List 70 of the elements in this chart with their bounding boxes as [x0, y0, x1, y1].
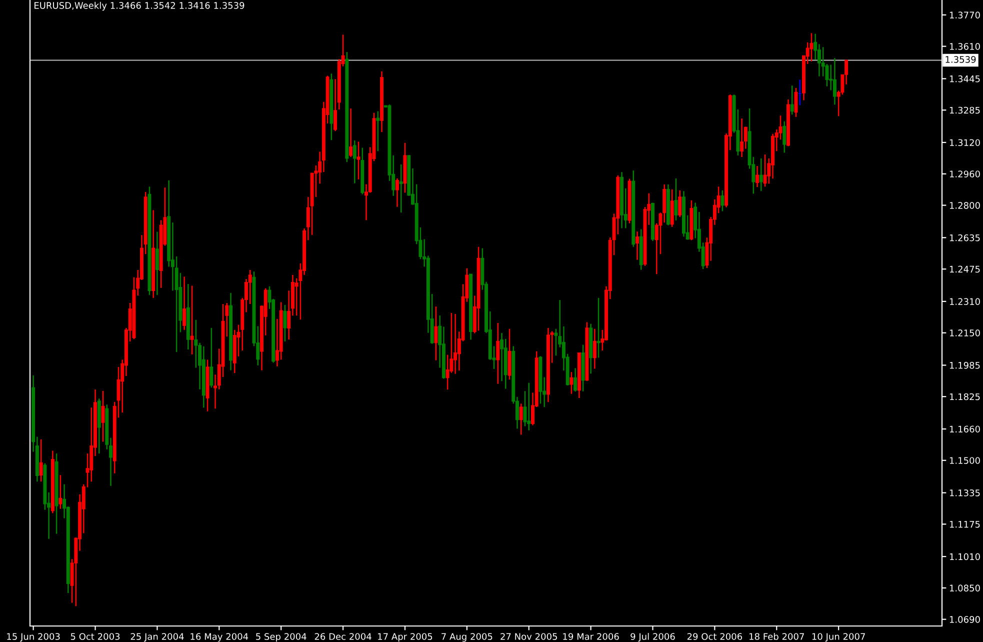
candlestick: [678, 190, 682, 218]
candlestick: [399, 164, 403, 214]
x-tick-label: 27 Nov 2005: [500, 633, 557, 640]
y-tick-label: 1.3120: [950, 139, 980, 146]
candlestick: [210, 327, 214, 388]
candlestick: [759, 158, 763, 192]
y-tick-label: 1.1825: [950, 393, 980, 400]
candlestick: [396, 178, 399, 208]
ref-line-label: 1.3539: [946, 56, 976, 63]
y-tick-label: 1.2150: [950, 330, 980, 336]
x-tick-label: 25 Jan 2004: [130, 633, 184, 642]
candlestick: [39, 438, 43, 482]
candlestick: [454, 313, 458, 374]
y-tick-label: 1.3285: [950, 106, 980, 114]
x-tick-label: 15 Jun 2003: [7, 633, 60, 642]
candlestick: [352, 140, 356, 184]
y-tick-label: 1.0850: [950, 584, 980, 592]
candlestick: [570, 371, 574, 394]
candlestick: [376, 110, 380, 152]
x-tick-label: 7 Aug 2005: [442, 633, 492, 642]
y-tick-label: 1.2475: [950, 266, 980, 273]
candlestick: [58, 474, 62, 510]
candlestick: [574, 368, 578, 392]
x-tick-label: 18 Feb 2007: [750, 632, 804, 640]
y-tick-label: 1.3445: [950, 75, 980, 82]
candlestick: [190, 285, 194, 356]
candlestick: [155, 231, 159, 296]
y-tick-label: 1.2960: [950, 170, 980, 178]
y-tick-label: 1.1010: [950, 553, 980, 560]
candlestick: [782, 120, 786, 154]
candlestick: [434, 306, 438, 361]
candlestick: [596, 297, 600, 358]
y-tick-label: 1.1500: [950, 457, 980, 464]
candlestick: [832, 57, 836, 106]
x-tick-label: 17 Apr 2005: [378, 633, 432, 642]
chart-title: EURUSD,Weekly 1.3466 1.3542 1.3416 1.3539: [34, 2, 244, 11]
x-tick-label: 19 Mar 2006: [563, 633, 619, 640]
x-tick-label: 5 Oct 2003: [70, 633, 120, 640]
x-tick-label: 26 Dec 2004: [314, 633, 372, 640]
y-tick-label: 1.1335: [950, 489, 980, 496]
candlestick: [349, 108, 353, 158]
candlestick: [592, 328, 596, 370]
candlestick: [636, 230, 639, 260]
candlestick: [790, 84, 794, 116]
candlestick: [674, 178, 678, 221]
candlestick: [496, 322, 500, 384]
x-tick-label: 29 Oct 2006: [687, 633, 742, 640]
x-tick-label: 16 May 2004: [190, 633, 248, 642]
candlestick: [356, 141, 360, 180]
y-tick-label: 1.3610: [950, 43, 980, 50]
candlestick: [810, 32, 814, 62]
x-tick-label: 5 Sep 2004: [256, 633, 306, 642]
candlestick: [519, 403, 523, 436]
x-tick-label: 9 Jul 2006: [630, 632, 675, 642]
y-tick-label: 1.2635: [950, 234, 980, 242]
y-tick-label: 1.2310: [950, 298, 980, 305]
candlestick: [527, 382, 531, 431]
y-tick-label: 1.1985: [950, 362, 980, 369]
candlestick: [182, 276, 186, 330]
y-tick-label: 1.0690: [950, 616, 980, 623]
candlestick: [720, 190, 724, 212]
candlestick: [740, 118, 744, 158]
y-tick-label: 1.1175: [950, 521, 980, 528]
candlestick: [756, 165, 760, 188]
y-tick-label: 1.2800: [950, 202, 980, 209]
candlestick: [670, 188, 674, 228]
y-tick-label: 1.1660: [950, 426, 980, 433]
candlestick: [283, 304, 287, 342]
y-tick-label: 1.3770: [950, 12, 980, 18]
x-tick-label: 10 Jun 2007: [812, 633, 865, 642]
